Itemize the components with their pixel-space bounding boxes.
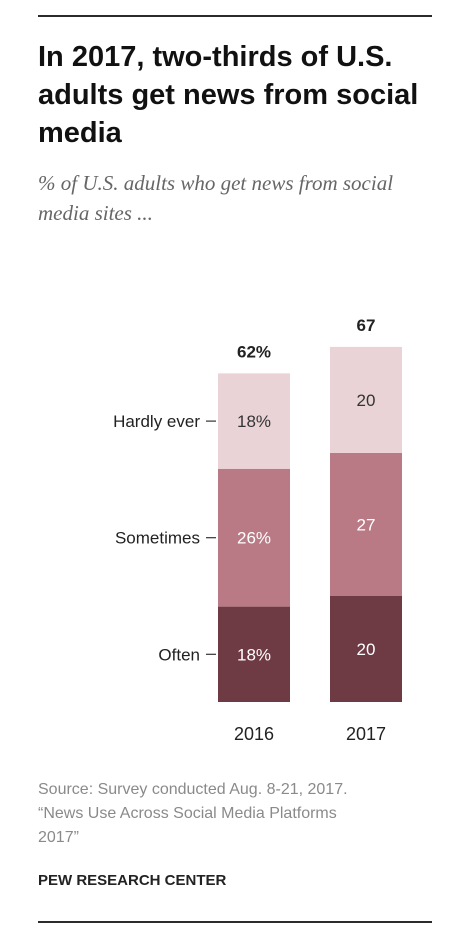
data-label: 27 bbox=[357, 515, 376, 534]
data-label: 20 bbox=[357, 391, 376, 410]
organization-name: PEW RESEARCH CENTER bbox=[38, 872, 227, 889]
legend-label-sometimes: Sometimes bbox=[115, 529, 200, 548]
data-label: 26% bbox=[237, 529, 271, 548]
legend-label-often: Often bbox=[158, 645, 200, 664]
x-tick-label: 2016 bbox=[234, 724, 274, 744]
bar-segment-often-2016 bbox=[218, 606, 290, 702]
chart-subtitle: % of U.S. adults who get news from socia… bbox=[38, 171, 394, 225]
total-label: 62% bbox=[237, 342, 271, 361]
stacked-bar-chart: 18% 26% 18% 62% 2016 20 27 20 67 2017 Often Sometim… bbox=[113, 316, 402, 744]
source-line: 2017” bbox=[38, 829, 79, 846]
x-tick-label: 2017 bbox=[346, 724, 386, 744]
source-line: Source: Survey conducted Aug. 8-21, 2017… bbox=[38, 781, 348, 798]
source-note: Source: Survey conducted Aug. 8-21, 2017… bbox=[38, 778, 448, 850]
legend-label-hardly-ever: Hardly ever bbox=[113, 412, 200, 431]
top-rule bbox=[38, 15, 432, 17]
source-line: “News Use Across Social Media Platforms bbox=[38, 805, 337, 822]
data-label: 20 bbox=[357, 640, 376, 659]
chart-title: In 2017, two-thirds of U.S. adults get n… bbox=[38, 41, 419, 149]
bar-segment-sometimes-2017 bbox=[330, 452, 402, 596]
data-label: 18% bbox=[237, 645, 271, 664]
bar-segment-often-2017 bbox=[330, 596, 402, 702]
bar-segment-hardly-ever-2016 bbox=[218, 373, 290, 469]
bar-segment-sometimes-2016 bbox=[218, 468, 290, 607]
data-label: 18% bbox=[237, 412, 271, 431]
total-label: 67 bbox=[357, 316, 376, 335]
bar-segment-hardly-ever-2017 bbox=[330, 346, 402, 453]
bottom-rule bbox=[38, 921, 432, 923]
